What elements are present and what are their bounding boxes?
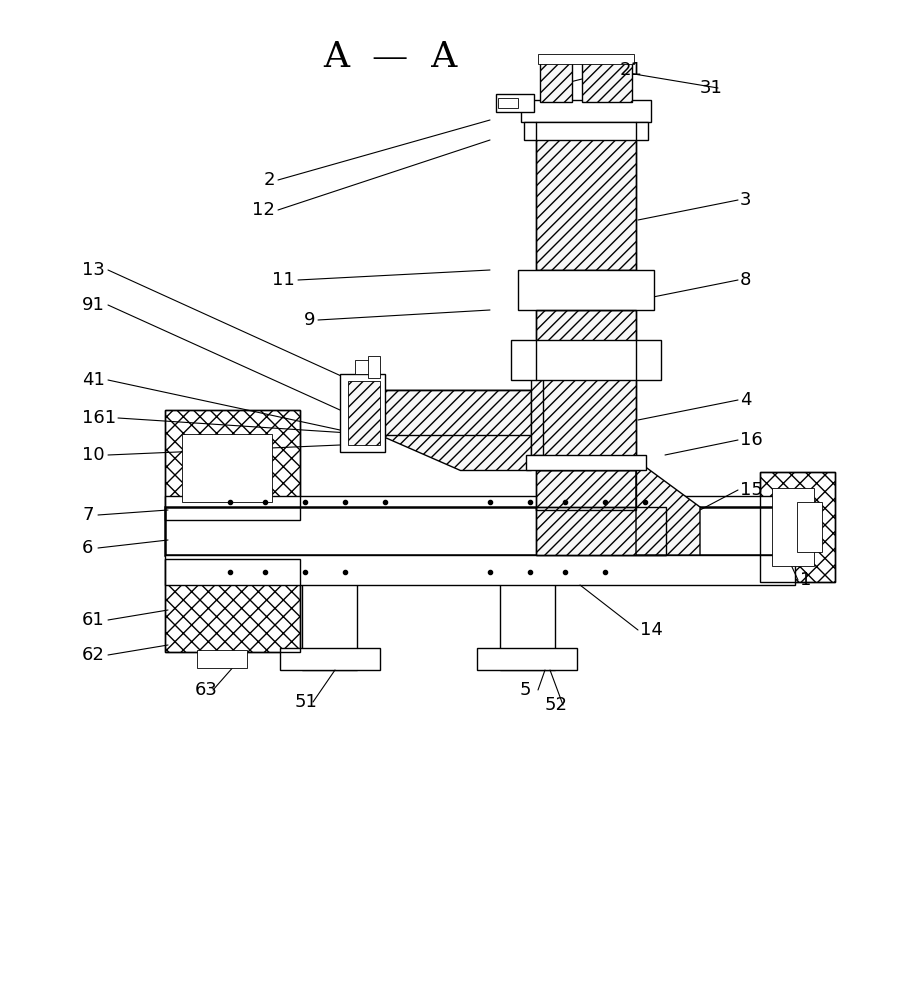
- Bar: [582, 62, 632, 102]
- Text: 1: 1: [800, 571, 811, 589]
- Text: 7: 7: [82, 506, 93, 524]
- Bar: [165, 507, 795, 555]
- Text: 5: 5: [520, 681, 532, 699]
- Bar: [165, 496, 795, 510]
- Bar: [536, 310, 636, 470]
- Bar: [165, 410, 300, 520]
- Bar: [496, 94, 534, 112]
- Bar: [197, 650, 247, 668]
- Bar: [280, 648, 380, 670]
- Bar: [182, 434, 272, 502]
- Bar: [165, 410, 300, 520]
- Bar: [521, 100, 651, 122]
- Text: 31: 31: [700, 79, 723, 97]
- Bar: [477, 648, 577, 670]
- Text: 9: 9: [304, 311, 315, 329]
- Text: 8: 8: [740, 271, 751, 289]
- Bar: [797, 502, 822, 552]
- Bar: [524, 122, 648, 140]
- Text: 11: 11: [272, 271, 295, 289]
- Bar: [760, 472, 835, 582]
- Polygon shape: [636, 460, 700, 555]
- Text: 10: 10: [82, 446, 104, 464]
- Text: 14: 14: [640, 621, 663, 639]
- Bar: [536, 507, 666, 555]
- Bar: [165, 559, 300, 652]
- Bar: [380, 390, 536, 435]
- Bar: [536, 120, 636, 270]
- Bar: [348, 381, 380, 445]
- Text: 91: 91: [82, 296, 105, 314]
- Text: 21: 21: [620, 61, 643, 79]
- Bar: [526, 455, 646, 470]
- Bar: [302, 553, 532, 585]
- Bar: [302, 560, 357, 670]
- Text: 16: 16: [740, 431, 762, 449]
- Text: 161: 161: [82, 409, 116, 427]
- Text: 3: 3: [740, 191, 751, 209]
- Bar: [538, 54, 634, 64]
- Bar: [511, 340, 661, 380]
- Text: 2: 2: [263, 171, 275, 189]
- Bar: [536, 310, 636, 470]
- Bar: [380, 390, 536, 435]
- Text: 51: 51: [295, 693, 318, 711]
- Text: 62: 62: [82, 646, 105, 664]
- Text: 52: 52: [545, 696, 568, 714]
- Bar: [355, 360, 377, 374]
- Polygon shape: [380, 390, 531, 470]
- Bar: [536, 120, 636, 270]
- Text: 12: 12: [252, 201, 275, 219]
- Bar: [536, 470, 636, 510]
- Text: 63: 63: [195, 681, 218, 699]
- Text: 4: 4: [740, 391, 751, 409]
- Bar: [165, 555, 795, 585]
- Bar: [477, 553, 652, 585]
- Bar: [772, 488, 814, 566]
- Bar: [518, 270, 654, 310]
- Bar: [760, 472, 835, 582]
- Bar: [536, 470, 636, 510]
- Text: A  —  A: A — A: [323, 40, 457, 74]
- Text: 13: 13: [82, 261, 105, 279]
- Bar: [340, 374, 385, 452]
- Bar: [165, 559, 300, 652]
- Text: 41: 41: [82, 371, 105, 389]
- Bar: [368, 356, 380, 378]
- Bar: [536, 507, 666, 555]
- Bar: [531, 370, 543, 455]
- Text: 61: 61: [82, 611, 104, 629]
- Text: 6: 6: [82, 539, 93, 557]
- Bar: [498, 98, 518, 108]
- Bar: [500, 560, 555, 670]
- Bar: [540, 62, 572, 102]
- Text: 15: 15: [740, 481, 763, 499]
